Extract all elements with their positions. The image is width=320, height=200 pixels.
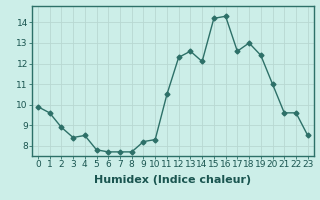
X-axis label: Humidex (Indice chaleur): Humidex (Indice chaleur) (94, 175, 252, 185)
